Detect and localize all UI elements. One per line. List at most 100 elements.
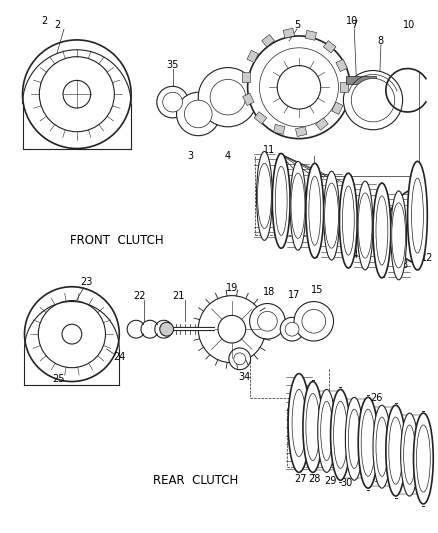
Text: 34: 34	[239, 372, 251, 382]
Text: 17: 17	[288, 289, 300, 300]
Ellipse shape	[361, 409, 375, 477]
Circle shape	[210, 79, 246, 115]
Text: 3: 3	[187, 151, 194, 161]
Circle shape	[157, 86, 188, 118]
Circle shape	[258, 311, 277, 331]
Ellipse shape	[346, 397, 363, 480]
Ellipse shape	[373, 405, 391, 488]
Ellipse shape	[376, 417, 388, 477]
Bar	[247, 50, 258, 63]
Ellipse shape	[357, 181, 373, 270]
Text: 29: 29	[325, 477, 337, 486]
Ellipse shape	[333, 401, 347, 469]
Circle shape	[277, 66, 321, 109]
Circle shape	[184, 100, 212, 128]
Text: 10: 10	[346, 16, 358, 26]
Circle shape	[280, 317, 304, 341]
Ellipse shape	[275, 166, 287, 236]
Ellipse shape	[331, 390, 350, 480]
Ellipse shape	[339, 173, 357, 268]
Bar	[336, 59, 347, 71]
Text: 30: 30	[340, 478, 353, 488]
Text: 10: 10	[403, 20, 416, 30]
Text: 2: 2	[41, 16, 47, 26]
Text: 18: 18	[263, 287, 276, 297]
Bar	[332, 102, 343, 115]
Bar	[323, 41, 336, 53]
Ellipse shape	[290, 161, 306, 250]
Text: 19: 19	[226, 282, 238, 293]
Text: 27: 27	[295, 474, 307, 484]
Circle shape	[302, 310, 325, 333]
Text: 33: 33	[421, 448, 434, 458]
Ellipse shape	[343, 186, 354, 255]
Ellipse shape	[376, 196, 388, 265]
Circle shape	[351, 78, 395, 122]
Ellipse shape	[325, 183, 339, 248]
Text: 4: 4	[225, 151, 231, 161]
Bar	[254, 112, 267, 124]
Bar	[262, 35, 275, 47]
Ellipse shape	[348, 409, 360, 469]
Ellipse shape	[408, 161, 427, 270]
Ellipse shape	[391, 191, 406, 280]
Circle shape	[177, 92, 220, 136]
Circle shape	[22, 40, 131, 149]
Text: 22: 22	[133, 290, 145, 301]
Ellipse shape	[417, 425, 430, 492]
Text: 32: 32	[392, 472, 404, 482]
Text: 26: 26	[370, 393, 382, 403]
Ellipse shape	[404, 425, 416, 484]
Ellipse shape	[321, 401, 332, 461]
Circle shape	[163, 92, 183, 112]
Ellipse shape	[358, 193, 372, 258]
Ellipse shape	[272, 154, 290, 248]
Bar	[296, 127, 307, 136]
Text: 15: 15	[311, 285, 323, 295]
Text: 25: 25	[52, 374, 64, 384]
Text: 7: 7	[351, 20, 357, 30]
Circle shape	[250, 303, 285, 339]
Circle shape	[294, 302, 333, 341]
Ellipse shape	[324, 171, 339, 260]
Circle shape	[285, 322, 299, 336]
Circle shape	[198, 296, 265, 363]
Ellipse shape	[318, 390, 336, 472]
Bar	[305, 30, 317, 41]
Circle shape	[62, 324, 82, 344]
Text: 13: 13	[396, 260, 409, 270]
Bar	[346, 76, 376, 84]
Text: 14: 14	[347, 250, 360, 260]
Ellipse shape	[413, 413, 433, 504]
Circle shape	[259, 48, 339, 127]
Bar	[340, 83, 348, 92]
Text: 8: 8	[378, 36, 384, 46]
Text: 21: 21	[172, 290, 185, 301]
Bar	[274, 124, 285, 134]
Ellipse shape	[288, 374, 310, 472]
Text: 11: 11	[263, 144, 276, 155]
Ellipse shape	[309, 176, 321, 245]
Ellipse shape	[291, 173, 305, 238]
Circle shape	[160, 322, 173, 336]
Text: 31: 31	[368, 474, 380, 484]
Ellipse shape	[306, 393, 320, 461]
Text: 2: 2	[54, 20, 60, 30]
Text: 12: 12	[421, 253, 434, 263]
Text: 35: 35	[166, 60, 179, 70]
Ellipse shape	[358, 397, 378, 488]
Circle shape	[39, 56, 114, 132]
Ellipse shape	[292, 390, 306, 457]
Text: 28: 28	[309, 474, 321, 484]
Text: FRONT  CLUTCH: FRONT CLUTCH	[70, 234, 163, 247]
Ellipse shape	[303, 382, 323, 472]
Ellipse shape	[258, 163, 271, 229]
Circle shape	[247, 36, 350, 139]
Circle shape	[63, 80, 91, 108]
Ellipse shape	[257, 151, 272, 240]
Ellipse shape	[412, 178, 424, 253]
Text: 24: 24	[113, 352, 125, 362]
Circle shape	[234, 353, 246, 365]
Ellipse shape	[306, 163, 324, 258]
Bar	[242, 72, 250, 83]
